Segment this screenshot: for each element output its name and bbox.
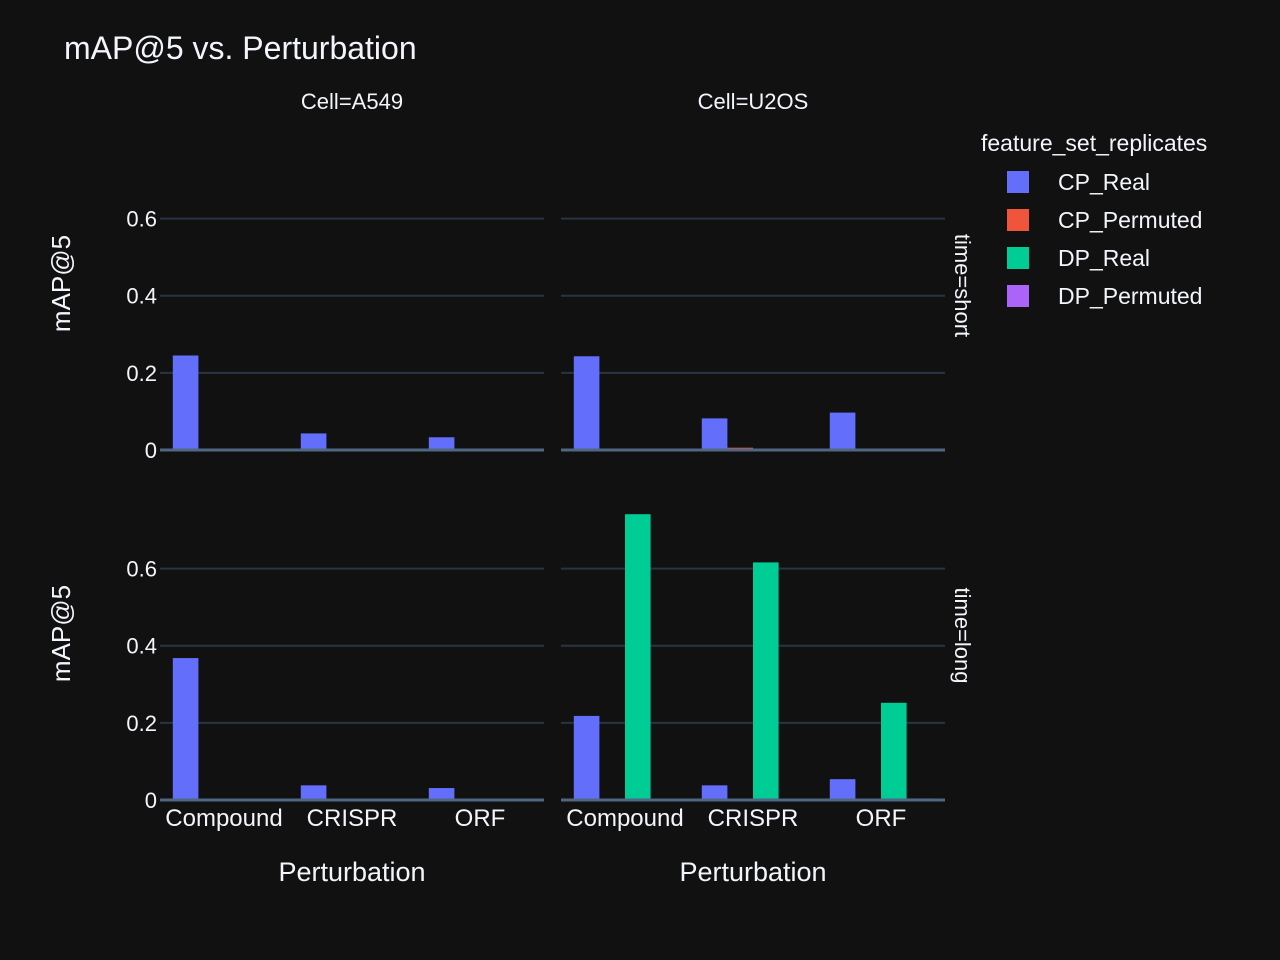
row-facet-label: time=short (950, 234, 975, 337)
x-axis-title: Perturbation (278, 857, 425, 887)
bar-DP_Real-Compound[interactable] (625, 514, 651, 800)
bar-CP_Real-Compound[interactable] (573, 356, 600, 450)
legend-item-CP_Real[interactable]: CP_Real (1007, 169, 1150, 195)
panel-A549-short: 0 0.2 0.4 0.6 (126, 207, 544, 463)
y-tick-label: 0.2 (126, 711, 157, 736)
y-tick-label: 0.2 (126, 361, 157, 386)
bar-CP_Real-Compound[interactable] (172, 658, 199, 800)
bar-CP_Real-ORF[interactable] (829, 779, 856, 800)
legend-item-DP_Permuted[interactable]: DP_Permuted (1007, 283, 1202, 309)
bar-DP_Real-ORF[interactable] (881, 702, 907, 800)
bar-CP_Real-CRISPR[interactable] (701, 785, 728, 800)
y-tick-label: 0.4 (126, 634, 157, 659)
bar-CP_Real-Compound[interactable] (573, 715, 600, 800)
x-axis-title: Perturbation (679, 857, 826, 887)
bar-CP_Real-CRISPR[interactable] (300, 785, 327, 800)
bar-CP_Real-ORF[interactable] (829, 412, 856, 450)
y-tick-label: 0.4 (126, 284, 157, 309)
x-tick-label: Compound (566, 805, 683, 832)
y-tick-label: 0.6 (126, 557, 157, 582)
y-axis-title: mAP@5 (46, 585, 76, 682)
legend-label: CP_Real (1058, 169, 1150, 195)
legend-swatch (1007, 171, 1029, 193)
legend-label: CP_Permuted (1058, 207, 1202, 233)
legend[interactable]: feature_set_replicates CP_Real CP_Permuted… (981, 130, 1207, 309)
y-tick-label: 0 (145, 438, 157, 463)
column-facet-label: Cell=U2OS (698, 89, 809, 114)
legend-item-DP_Real[interactable]: DP_Real (1007, 245, 1150, 271)
legend-swatch (1007, 209, 1029, 231)
legend-swatch (1007, 247, 1029, 269)
x-tick-label: CRISPR (708, 805, 799, 832)
y-axis-title: mAP@5 (46, 235, 76, 332)
bar-CP_Real-ORF[interactable] (428, 788, 455, 800)
panel-U2OS-short (561, 217, 945, 452)
legend-title: feature_set_replicates (981, 130, 1207, 156)
x-tick-label: Compound (165, 805, 282, 832)
legend-swatch (1007, 285, 1029, 307)
panel-A549-long: 0 0.2 0.4 0.6 Compound CRISPR ORF (126, 557, 544, 832)
x-tick-label: ORF (856, 805, 907, 832)
x-tick-label: CRISPR (307, 805, 398, 832)
chart-title: mAP@5 vs. Perturbation (64, 30, 417, 66)
labels-layer: Cell=A549 Cell=U2OS time=short time=long mAP… (46, 89, 975, 887)
legend-label: DP_Real (1058, 245, 1150, 271)
y-tick-label: 0 (145, 788, 157, 813)
bar-DP_Real-CRISPR[interactable] (753, 562, 779, 800)
bar-CP_Real-ORF[interactable] (428, 437, 455, 450)
y-tick-label: 0.6 (126, 207, 157, 232)
row-facet-label: time=long (950, 587, 975, 683)
bar-CP_Real-Compound[interactable] (172, 355, 199, 451)
x-tick-label: ORF (455, 805, 506, 832)
panel-U2OS-long: Compound CRISPR ORF (561, 514, 945, 832)
column-facet-label: Cell=A549 (301, 89, 403, 114)
legend-item-CP_Permuted[interactable]: CP_Permuted (1007, 207, 1202, 233)
bar-CP_Real-CRISPR[interactable] (701, 418, 728, 450)
legend-label: DP_Permuted (1058, 283, 1202, 309)
bar-CP_Real-CRISPR[interactable] (300, 433, 327, 450)
